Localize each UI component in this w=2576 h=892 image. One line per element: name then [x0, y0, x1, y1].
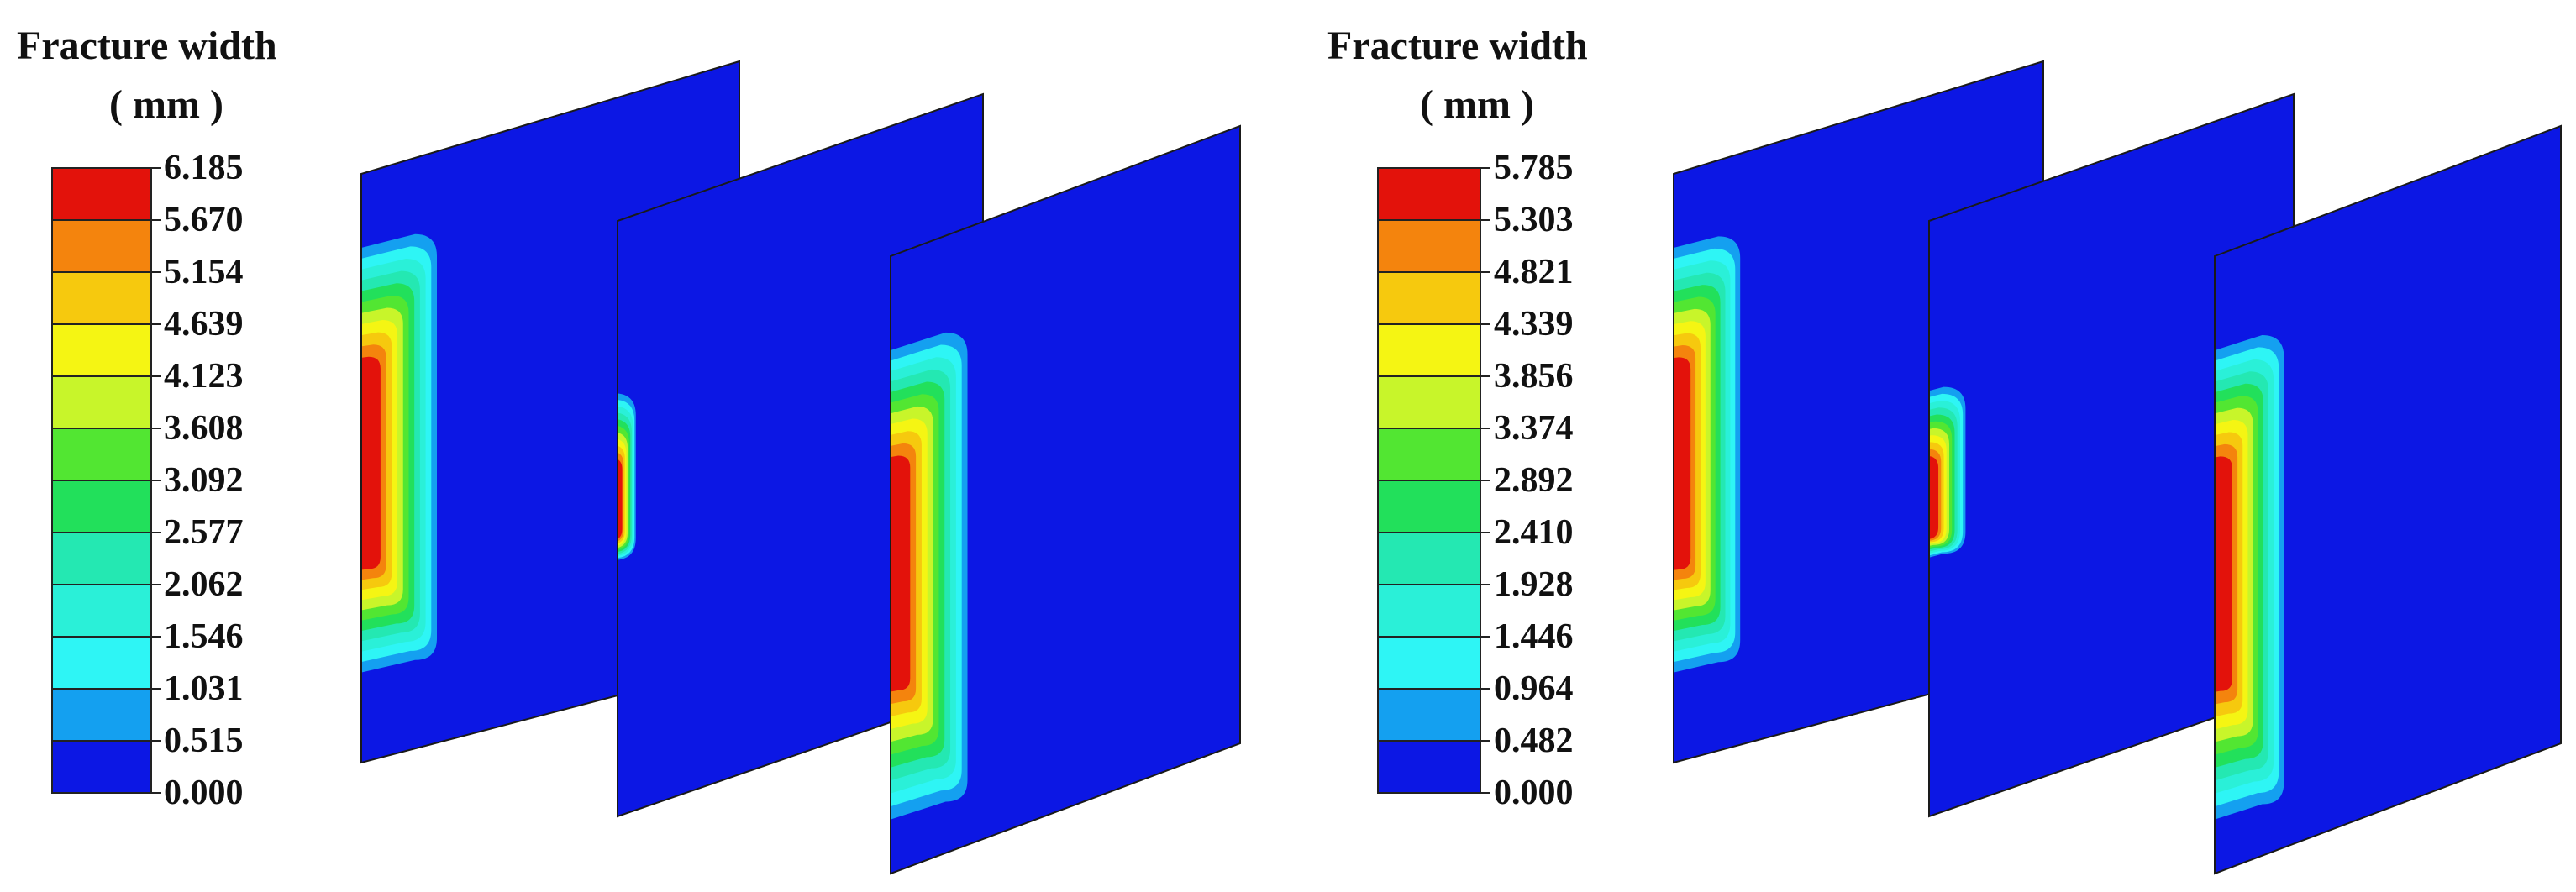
tick-label: 1.928: [1494, 565, 1574, 604]
legend-swatch: [51, 636, 152, 690]
tick-label: 0.964: [1494, 669, 1574, 708]
tick-label: 4.821: [1494, 253, 1574, 291]
legend-swatch: [1377, 740, 1481, 794]
legend-unit: ( mm ): [109, 82, 223, 127]
tick-label: 4.123: [164, 357, 244, 396]
fracture-width-contours: [2215, 334, 2284, 831]
plane-surface: [2215, 126, 2561, 874]
tick-label: 0.000: [164, 774, 244, 812]
legend-swatch: [1377, 636, 1481, 690]
fracture-plane: [1928, 92, 2295, 818]
tick-label: 3.374: [1494, 409, 1574, 448]
legend-swatch: [1377, 219, 1481, 273]
tick-label: 6.185: [164, 149, 244, 187]
legend-swatch: [51, 688, 152, 742]
color-legend-bar: [51, 167, 161, 794]
fracture-width-contours: [361, 233, 437, 680]
tick-label: 2.892: [1494, 461, 1574, 500]
legend-swatch: [1377, 480, 1481, 533]
legend-title: Fracture width: [1327, 24, 1588, 68]
legend-swatch: [1377, 584, 1481, 638]
legend-swatch: [1377, 688, 1481, 742]
legend-swatch: [51, 375, 152, 429]
tick-label: 2.577: [164, 513, 244, 552]
tick-label: 1.546: [164, 617, 244, 656]
legend-swatch: [1377, 532, 1481, 585]
tick-label: 2.410: [1494, 513, 1574, 552]
tick-label: 3.856: [1494, 357, 1574, 396]
plane-surface: [1929, 94, 2294, 816]
tick-label: 0.482: [1494, 721, 1574, 760]
legend-swatch: [51, 532, 152, 585]
panel-right: Fracture width ( mm ) 5.785 5.303 4.821 …: [1327, 24, 2562, 875]
tick-label: 4.639: [164, 305, 244, 344]
fracture-plane: [890, 124, 1241, 875]
legend-swatch: [51, 167, 152, 221]
fracture-plane: [2214, 124, 2562, 875]
legend-title: Fracture width: [17, 24, 277, 68]
contour-band: [361, 356, 381, 575]
contour-band: [2215, 456, 2232, 698]
plane-outline: [890, 124, 1241, 875]
legend-unit: ( mm ): [1420, 82, 1534, 127]
legend-swatch: [1377, 167, 1481, 221]
color-legend-bar: [1377, 167, 1490, 794]
legend-swatch: [1377, 271, 1481, 325]
contour-band: [1674, 357, 1691, 575]
legend-swatch: [1377, 375, 1481, 429]
tick-label: 5.303: [1494, 201, 1574, 239]
tick-label: 4.339: [1494, 305, 1574, 344]
legend-swatch: [51, 219, 152, 273]
fracture-planes: [1673, 60, 2562, 875]
tick-label: 2.062: [164, 565, 244, 604]
legend-swatch: [51, 740, 152, 794]
plane-outline: [2214, 124, 2562, 875]
color-legend-ticks: 6.185 5.670 5.154 4.639 4.123 3.608 3.09…: [164, 149, 244, 812]
tick-label: 1.446: [1494, 617, 1574, 656]
tick-label: 3.092: [164, 461, 244, 500]
panel-left: Fracture width ( mm ) 6.185 5.670 5.154 …: [17, 24, 1241, 875]
tick-label: 0.515: [164, 721, 244, 760]
tick-label: 0.000: [1494, 774, 1574, 812]
color-legend-ticks: 5.785 5.303 4.821 4.339 3.856 3.374 2.89…: [1494, 149, 1574, 812]
fracture-width-contours: [1674, 236, 1741, 680]
tick-label: 1.031: [164, 669, 244, 708]
tick-label: 5.670: [164, 201, 244, 239]
plane-surface: [891, 126, 1240, 874]
tick-label: 3.608: [164, 409, 244, 448]
fracture-width-contours: [891, 332, 968, 831]
legend-swatch: [51, 428, 152, 481]
legend-swatch: [51, 323, 152, 377]
legend-swatch: [51, 480, 152, 533]
legend-swatch: [51, 271, 152, 325]
legend-swatch: [1377, 428, 1481, 481]
legend-swatch: [1377, 323, 1481, 377]
tick-label: 5.154: [164, 253, 244, 291]
legend-swatch: [51, 584, 152, 638]
tick-label: 5.785: [1494, 149, 1574, 187]
contour-band: [891, 455, 911, 698]
fracture-planes: [360, 60, 1241, 875]
